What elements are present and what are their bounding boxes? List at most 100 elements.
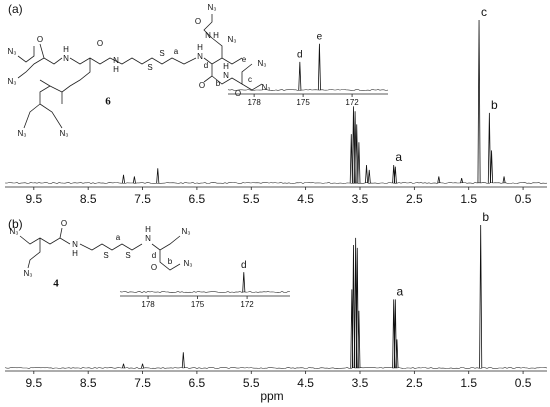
x-tick-label: 175 <box>296 98 310 107</box>
peak-label: d <box>241 260 247 271</box>
peak <box>156 168 160 184</box>
atom: N₃ <box>7 47 16 56</box>
atom: N₃ <box>181 227 190 236</box>
atom: H <box>72 249 78 258</box>
peak-label: a <box>396 285 403 299</box>
x-tick-label: 8.5 <box>80 376 97 390</box>
atom: N₃ <box>227 35 236 44</box>
peak <box>365 165 369 184</box>
peak <box>395 339 399 369</box>
atom: N₃ <box>183 259 192 268</box>
atom: b <box>216 79 221 88</box>
x-tick-label: 4.5 <box>297 376 314 390</box>
x-tick-label: 7.5 <box>134 376 151 390</box>
x-axis-label: ppm <box>260 389 283 403</box>
peak-label: c <box>481 5 487 19</box>
peak <box>349 134 353 184</box>
x-tick-label: 8.5 <box>80 192 97 206</box>
peak <box>477 19 481 184</box>
structure-bonds <box>19 227 181 271</box>
x-tick-label: 178 <box>247 98 261 107</box>
atom: N₃ <box>7 77 16 86</box>
baseline <box>4 182 548 184</box>
x-tick-label: 9.5 <box>25 192 42 206</box>
peak <box>122 174 126 184</box>
x-tick-label: 0.5 <box>515 192 532 206</box>
peak <box>490 150 494 184</box>
peak <box>479 224 483 369</box>
atom: N₃ <box>261 83 270 92</box>
structure-bonds <box>17 14 263 129</box>
atom: b <box>168 257 173 266</box>
x-tick-label: 6.5 <box>189 376 206 390</box>
peak <box>357 310 361 369</box>
x-tick-label: 0.5 <box>515 376 532 390</box>
x-tick-label: 172 <box>240 300 254 309</box>
peak <box>122 363 125 369</box>
atom: N₃ <box>257 59 266 68</box>
atom: N <box>72 240 78 249</box>
x-tick-label: 1.5 <box>460 192 477 206</box>
peak-label: b <box>482 210 489 224</box>
peak <box>460 178 464 184</box>
atom: H <box>197 43 203 52</box>
x-tick-label: 1.5 <box>460 376 477 390</box>
atom: O <box>199 81 205 90</box>
peak <box>317 43 321 91</box>
peak <box>502 176 506 184</box>
x-tick-label: 175 <box>191 300 205 309</box>
x-tick-label: 2.5 <box>406 376 423 390</box>
compound-number: 6 <box>105 96 111 108</box>
atom: S <box>147 63 152 72</box>
atom: O <box>37 35 43 44</box>
x-tick-label: 7.5 <box>134 192 151 206</box>
baseline <box>119 291 291 293</box>
peak <box>355 124 359 184</box>
atom: O <box>97 39 103 48</box>
atom: H <box>63 45 69 54</box>
atom: N <box>223 71 229 80</box>
atom: a <box>116 233 121 242</box>
x-tick-label: 5.5 <box>243 376 260 390</box>
structure-atoms: N₃ O H N S a S H N d O b N₃ N₃ N₃ 4 <box>9 219 192 289</box>
atom: d <box>204 61 208 70</box>
baseline <box>4 367 548 369</box>
atom: d <box>152 251 156 260</box>
x-tick-label: 172 <box>345 98 359 107</box>
atom: a <box>174 47 179 56</box>
peak <box>298 61 302 91</box>
atom: H <box>213 31 219 40</box>
atom: H <box>223 62 229 71</box>
x-tick-label: 9.5 <box>25 376 42 390</box>
peak-label: a <box>395 150 402 164</box>
baseline <box>227 89 389 91</box>
peak <box>367 169 371 184</box>
panel-label: (b) <box>8 217 23 231</box>
atom: N <box>63 54 69 63</box>
atom: S <box>159 49 164 58</box>
atom: N <box>113 56 119 65</box>
x-tick-label: 5.5 <box>243 192 260 206</box>
x-tick-label: 3.5 <box>352 376 369 390</box>
peak <box>393 299 397 369</box>
peak <box>141 363 145 369</box>
atom: H <box>145 225 151 234</box>
peak <box>351 245 355 369</box>
atom: N₃ <box>59 129 68 138</box>
atom: O <box>151 263 157 272</box>
x-tick-label: 2.5 <box>406 192 423 206</box>
x-tick-label: 4.5 <box>297 192 314 206</box>
atom: N₃ <box>23 269 32 278</box>
atom: c <box>248 75 252 84</box>
structure-atoms: N₃ N₃ O H N N H O S S a H N d O b N H O … <box>7 3 270 138</box>
x-tick-label: 3.5 <box>352 192 369 206</box>
atom: O <box>61 219 67 228</box>
atom: H <box>113 65 119 74</box>
atom: e <box>242 55 247 64</box>
peak <box>181 352 185 369</box>
peak-label: d <box>297 50 303 61</box>
peak-label: e <box>317 31 323 42</box>
peak <box>437 176 441 184</box>
peak-label: b <box>491 98 498 112</box>
